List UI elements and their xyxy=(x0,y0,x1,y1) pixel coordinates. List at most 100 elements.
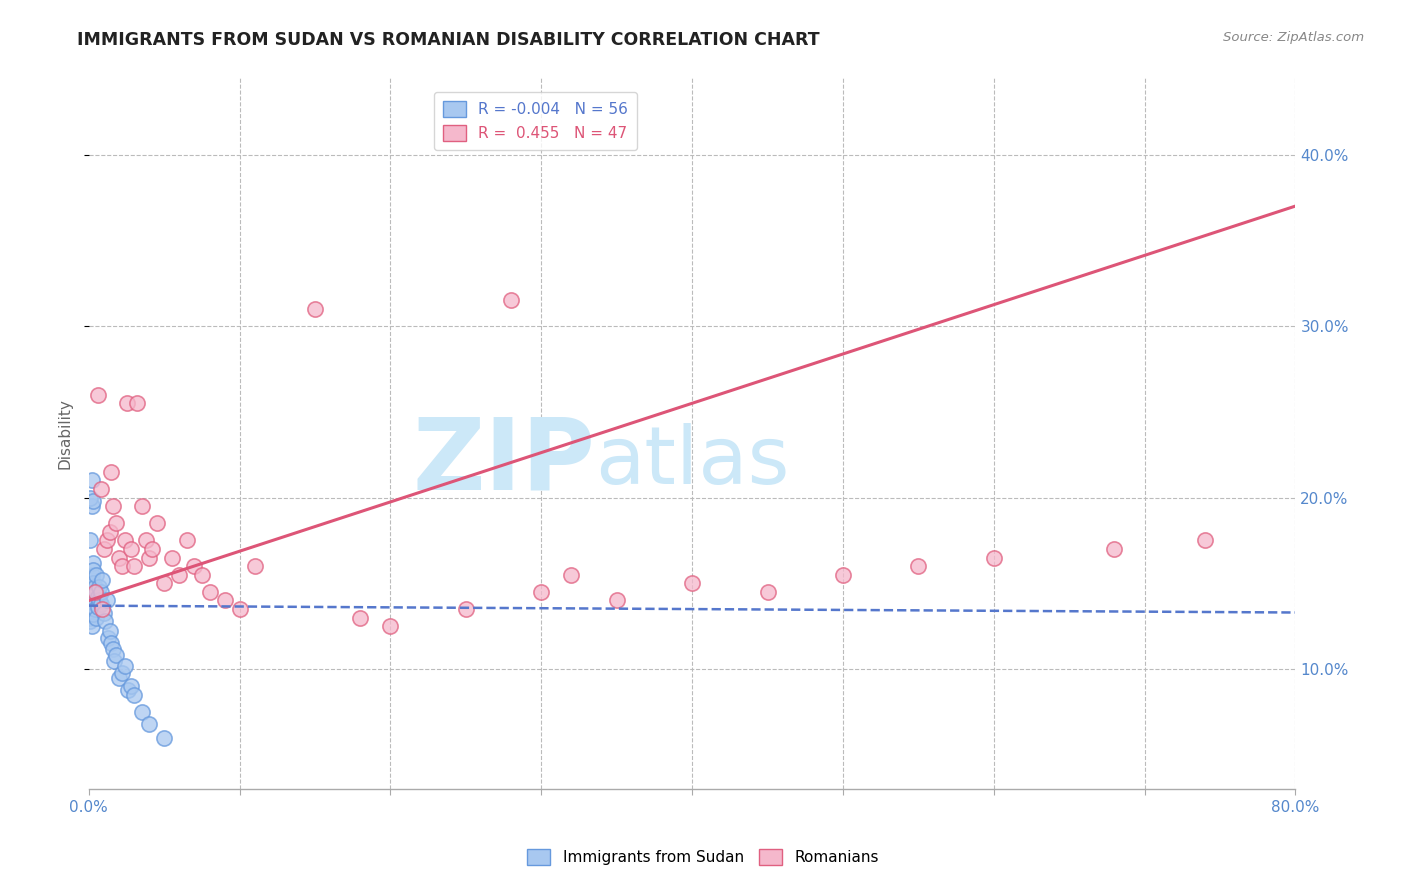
Point xyxy=(100,636,122,650)
Point xyxy=(80,599,103,613)
Point xyxy=(79,606,101,620)
Point xyxy=(87,600,110,615)
Point xyxy=(176,533,198,548)
Point xyxy=(606,593,628,607)
Point xyxy=(91,602,114,616)
Point xyxy=(122,688,145,702)
Point xyxy=(94,614,117,628)
Point xyxy=(83,585,105,599)
Point xyxy=(86,585,108,599)
Point xyxy=(198,585,221,599)
Point xyxy=(127,396,149,410)
Point xyxy=(105,648,128,663)
Point xyxy=(89,580,111,594)
Point xyxy=(907,559,929,574)
Point xyxy=(80,619,103,633)
Text: atlas: atlas xyxy=(596,423,790,500)
Point xyxy=(79,614,101,628)
Point xyxy=(101,641,124,656)
Text: Source: ZipAtlas.com: Source: ZipAtlas.com xyxy=(1223,31,1364,45)
Point xyxy=(82,607,104,622)
Point xyxy=(243,559,266,574)
Point xyxy=(120,679,142,693)
Point xyxy=(169,567,191,582)
Point xyxy=(214,593,236,607)
Text: IMMIGRANTS FROM SUDAN VS ROMANIAN DISABILITY CORRELATION CHART: IMMIGRANTS FROM SUDAN VS ROMANIAN DISABI… xyxy=(77,31,820,49)
Point xyxy=(82,576,104,591)
Point xyxy=(454,602,477,616)
Point xyxy=(349,610,371,624)
Point xyxy=(153,576,176,591)
Point xyxy=(79,610,101,624)
Point xyxy=(145,516,167,531)
Point xyxy=(108,671,131,685)
Point xyxy=(90,585,112,599)
Point xyxy=(82,585,104,599)
Point xyxy=(183,559,205,574)
Point xyxy=(114,533,136,548)
Point xyxy=(91,573,114,587)
Point xyxy=(80,573,103,587)
Point xyxy=(100,465,122,479)
Point xyxy=(983,550,1005,565)
Point xyxy=(98,624,121,639)
Point xyxy=(86,610,108,624)
Point xyxy=(380,619,402,633)
Point xyxy=(79,593,101,607)
Point xyxy=(96,533,118,548)
Point xyxy=(90,597,112,611)
Point xyxy=(80,474,103,488)
Point xyxy=(122,559,145,574)
Y-axis label: Disability: Disability xyxy=(58,398,72,468)
Point xyxy=(103,653,125,667)
Point xyxy=(108,550,131,565)
Point xyxy=(97,632,120,646)
Point xyxy=(87,590,110,604)
Point xyxy=(756,585,779,599)
Point xyxy=(82,556,104,570)
Point xyxy=(1104,542,1126,557)
Point xyxy=(501,293,523,308)
Point xyxy=(138,717,160,731)
Point xyxy=(83,602,105,616)
Point xyxy=(80,567,103,582)
Point xyxy=(160,550,183,565)
Point xyxy=(82,563,104,577)
Point xyxy=(87,387,110,401)
Point xyxy=(93,606,115,620)
Text: ZIP: ZIP xyxy=(413,413,596,510)
Point xyxy=(80,499,103,513)
Point xyxy=(90,482,112,496)
Point xyxy=(153,731,176,745)
Point xyxy=(131,705,153,719)
Point xyxy=(114,658,136,673)
Point xyxy=(681,576,703,591)
Point xyxy=(111,559,134,574)
Point xyxy=(131,499,153,513)
Legend: Immigrants from Sudan, Romanians: Immigrants from Sudan, Romanians xyxy=(522,843,884,871)
Legend: R = -0.004   N = 56, R =  0.455   N = 47: R = -0.004 N = 56, R = 0.455 N = 47 xyxy=(433,92,637,150)
Point xyxy=(111,665,134,680)
Point xyxy=(83,597,105,611)
Point xyxy=(80,588,103,602)
Point xyxy=(135,533,157,548)
Point xyxy=(105,516,128,531)
Point xyxy=(80,580,103,594)
Point xyxy=(93,542,115,557)
Point xyxy=(1194,533,1216,548)
Point xyxy=(83,580,105,594)
Point xyxy=(304,301,326,316)
Point xyxy=(79,585,101,599)
Point xyxy=(832,567,855,582)
Point xyxy=(138,550,160,565)
Point xyxy=(82,494,104,508)
Point xyxy=(120,542,142,557)
Point xyxy=(79,602,101,616)
Point xyxy=(141,542,163,557)
Point xyxy=(96,593,118,607)
Point xyxy=(191,567,214,582)
Point xyxy=(115,396,138,410)
Point xyxy=(89,593,111,607)
Point xyxy=(530,585,553,599)
Point xyxy=(228,602,250,616)
